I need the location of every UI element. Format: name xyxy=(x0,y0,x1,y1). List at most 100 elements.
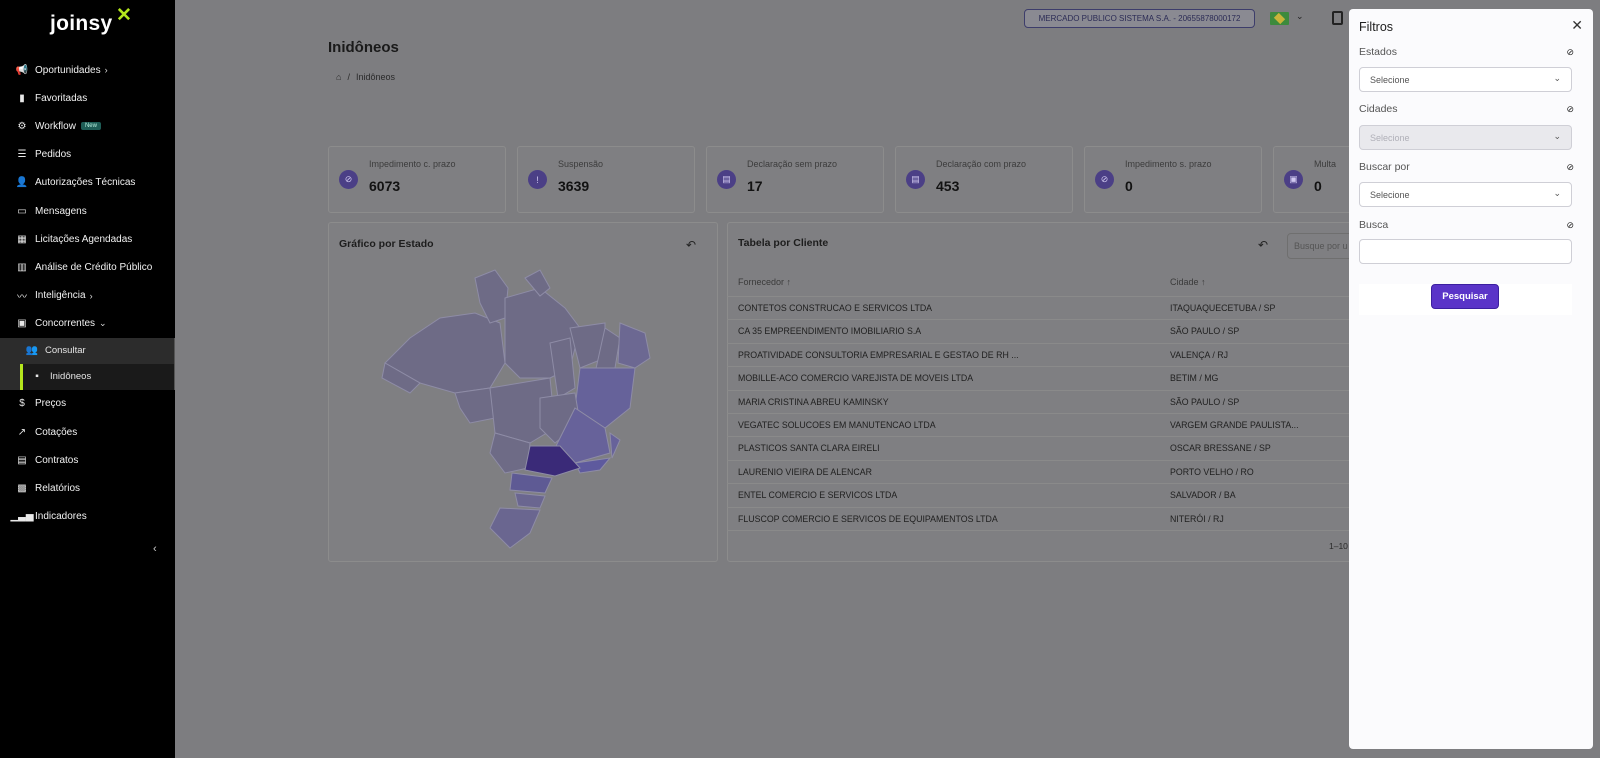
sidebar-item-pedidos[interactable]: ☰ Pedidos xyxy=(0,141,175,169)
reset-icon[interactable]: ↶ xyxy=(686,238,697,252)
stat-label: Impedimento c. prazo xyxy=(369,159,456,169)
map-state-rs[interactable] xyxy=(489,507,541,549)
stat-value: 453 xyxy=(936,178,960,194)
sidebar-item-favoritadas[interactable]: ▮ Favoritadas xyxy=(0,84,175,112)
eye-off-icon[interactable]: ⊘ xyxy=(1566,47,1574,57)
buscar-por-select[interactable]: Selecione ⌄ xyxy=(1359,182,1572,207)
table-panel xyxy=(727,222,1357,562)
map-state-ro[interactable] xyxy=(454,387,496,424)
map-state-ne[interactable] xyxy=(617,322,651,369)
map-state-ac[interactable] xyxy=(381,362,421,394)
stat-card-suspensao[interactable]: ! Suspensão 3639 xyxy=(517,146,695,213)
money-icon: ▣ xyxy=(1284,170,1303,189)
map-state-mt[interactable] xyxy=(489,377,556,444)
breadcrumb: ⌂ / Inidôneos xyxy=(336,72,395,82)
sidebar-item-analise-credito[interactable]: ▥ Análise de Crédito Público xyxy=(0,253,175,281)
stat-label: Declaração sem prazo xyxy=(747,159,838,169)
cell-cidade: SÃO PAULO / SP xyxy=(1170,396,1240,407)
doc-icon: ▪ xyxy=(35,371,39,383)
sidebar-item-concorrentes[interactable]: ▣ Concorrentes ⌄ xyxy=(0,310,175,338)
table-row[interactable]: LAURENIO VIEIRA DE ALENCAR PORTO VELHO / … xyxy=(727,461,1357,485)
chevron-down-icon: ⌄ xyxy=(99,318,107,329)
map-state-mg[interactable] xyxy=(554,407,611,464)
map-state-rj[interactable] xyxy=(574,457,612,474)
chevron-down-icon[interactable]: ⌄ xyxy=(1296,11,1304,21)
buscar-por-label: Buscar por xyxy=(1359,161,1410,173)
table-row[interactable]: ENTEL COMERCIO E SERVICOS LTDA SALVADOR /… xyxy=(727,484,1357,508)
workflow-icon: ⚙ xyxy=(17,120,27,132)
sidebar-item-licitacoes[interactable]: ▦ Licitações Agendadas xyxy=(0,225,175,253)
pesquisar-button[interactable]: Pesquisar xyxy=(1431,284,1499,309)
indicator-icon: ▁▃▅ xyxy=(10,511,34,523)
cell-fornecedor: PROATIVIDADE CONSULTORIA EMPRESARIAL E G… xyxy=(738,349,1019,360)
sidebar-item-precos[interactable]: $ Preços xyxy=(0,390,175,418)
sidebar-subitem-consultar[interactable]: 👥 Consultar xyxy=(0,338,174,364)
ban-doc-icon: ⊘ xyxy=(339,170,358,189)
cidades-select[interactable]: Selecione ⌄ xyxy=(1359,125,1572,150)
logo[interactable]: joinsy ✕ xyxy=(50,5,132,36)
map-state-pr[interactable] xyxy=(509,472,553,494)
close-icon[interactable]: ✕ xyxy=(1571,17,1583,33)
cidades-select-value: Selecione xyxy=(1370,133,1410,143)
breadcrumb-current: Inidôneos xyxy=(355,72,395,82)
eye-off-icon[interactable]: ⊘ xyxy=(1566,162,1574,172)
estados-select-value: Selecione xyxy=(1370,75,1410,85)
sidebar-item-contratos[interactable]: ▤ Contratos xyxy=(0,446,175,474)
map-panel-title: Gráfico por Estado xyxy=(339,238,434,250)
sidebar-item-label: Workflow xyxy=(35,120,76,132)
table-row[interactable]: CONTETOS CONSTRUCAO E SERVICOS LTDA ITAQU… xyxy=(727,297,1357,321)
map-state-sp[interactable] xyxy=(524,445,581,477)
map-state-es[interactable] xyxy=(609,431,621,459)
sidebar-nav: 📢 Oportunidades › ▮ Favoritadas ⚙ Workflow Ne… xyxy=(0,56,175,531)
sidebar-item-label: Relatórios xyxy=(35,483,81,495)
stat-card-declaracao-sem-prazo[interactable]: ▤ Declaração sem prazo 17 xyxy=(706,146,884,213)
table-row[interactable]: MOBILLE-ACO COMERCIO VAREJISTA DE MOVEIS… xyxy=(727,367,1357,391)
col-cidade[interactable]: Cidade ↑ xyxy=(1170,277,1206,287)
collapse-sidebar-icon[interactable]: ‹ xyxy=(153,543,157,555)
brazil-flag-icon[interactable] xyxy=(1270,12,1289,25)
sidebar-item-relatorios[interactable]: ▩ Relatórios xyxy=(0,474,175,502)
sidebar-subitem-inidoneos[interactable]: ▪ Inidôneos xyxy=(20,363,174,390)
estados-select[interactable]: Selecione ⌄ xyxy=(1359,67,1572,92)
pagination-info: 1–10 xyxy=(1329,541,1348,551)
table-row[interactable]: FLUSCOP COMERCIO E SERVICOS DE EQUIPAMEN… xyxy=(727,508,1357,531)
cell-fornecedor: MOBILLE-ACO COMERCIO VAREJISTA DE MOVEIS… xyxy=(738,373,974,384)
cell-fornecedor: CA 35 EMPREENDIMENTO IMOBILIARIO S.A xyxy=(738,326,922,337)
map-state-to[interactable] xyxy=(549,337,576,399)
col-fornecedor[interactable]: Fornecedor ↑ xyxy=(738,277,792,287)
competitors-icon: ▣ xyxy=(17,318,27,330)
sidebar-item-inteligencia[interactable]: 〰 Inteligência › xyxy=(0,282,175,310)
reset-icon[interactable]: ↶ xyxy=(1258,238,1269,252)
stat-card-multa[interactable]: ▣ Multa 0 xyxy=(1273,146,1353,213)
company-selector[interactable]: MERCADO PUBLICO SISTEMA S.A. - 206558780… xyxy=(1024,9,1255,28)
table-row[interactable]: CA 35 EMPREENDIMENTO IMOBILIARIO S.A SÃO … xyxy=(727,320,1357,344)
table-row[interactable]: MARIA CRISTINA ABREU KAMINSKY SÃO PAULO /… xyxy=(727,391,1357,414)
clipboard-icon[interactable] xyxy=(1332,11,1343,25)
busca-label: Busca xyxy=(1359,219,1389,231)
table-row[interactable]: PROATIVIDADE CONSULTORIA EMPRESARIAL E G… xyxy=(727,344,1357,368)
stat-card-declaracao-com-prazo[interactable]: ▤ Declaração com prazo 453 xyxy=(895,146,1073,213)
sidebar-item-label: Contratos xyxy=(35,454,79,466)
eye-off-icon[interactable]: ⊘ xyxy=(1566,220,1574,230)
new-badge: New xyxy=(80,122,101,131)
sidebar-item-workflow[interactable]: ⚙ Workflow New xyxy=(0,112,175,140)
eye-off-icon[interactable]: ⊘ xyxy=(1566,104,1574,114)
table-row[interactable]: VEGATEC SOLUCOES EM MANUTENCAO LTDA VARGE… xyxy=(727,414,1357,438)
sidebar-item-cotacoes[interactable]: ↗ Cotações xyxy=(0,418,175,446)
sidebar-item-indicadores[interactable]: ▁▃▅ Indicadores xyxy=(0,503,175,531)
map-state-sc[interactable] xyxy=(514,492,546,509)
sidebar-item-oportunidades[interactable]: 📢 Oportunidades › xyxy=(0,56,175,84)
map-state-ms[interactable] xyxy=(489,432,531,474)
map-state-ap[interactable] xyxy=(524,269,551,297)
sidebar-item-autorizacoes[interactable]: 👤 Autorizações Técnicas xyxy=(0,169,175,197)
table-row[interactable]: PLASTICOS SANTA CLARA EIRELI OSCAR BRESSA… xyxy=(727,437,1357,461)
sidebar-item-mensagens[interactable]: ▭ Mensagens xyxy=(0,197,175,225)
busca-input[interactable] xyxy=(1359,239,1572,264)
stat-card-impedimento-s-prazo[interactable]: ⊘ Impedimento s. prazo 0 xyxy=(1084,146,1262,213)
cell-cidade: SALVADOR / BA xyxy=(1170,490,1236,501)
sidebar-item-label: Indicadores xyxy=(35,511,87,523)
stat-card-impedimento-c-prazo[interactable]: ⊘ Impedimento c. prazo 6073 xyxy=(328,146,506,213)
home-icon[interactable]: ⌂ xyxy=(336,72,342,82)
table-search-input[interactable]: Busque por u xyxy=(1287,233,1357,259)
sidebar-item-label: Consultar xyxy=(45,345,86,357)
